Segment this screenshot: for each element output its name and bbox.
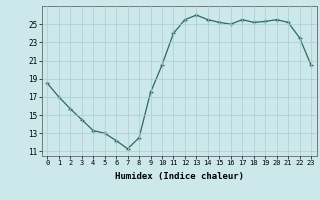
X-axis label: Humidex (Indice chaleur): Humidex (Indice chaleur) [115,172,244,181]
